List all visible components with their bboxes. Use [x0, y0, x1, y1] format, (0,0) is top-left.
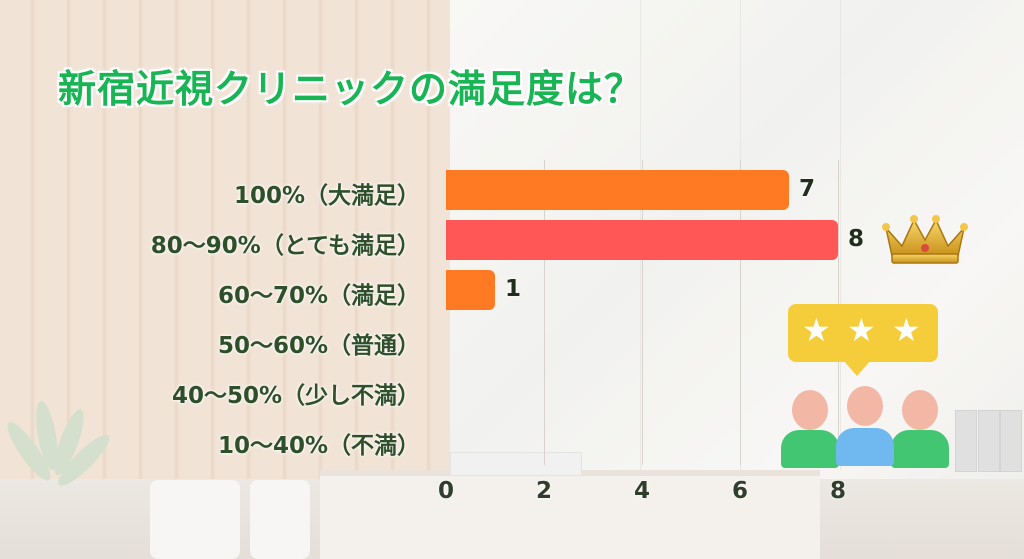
x-tick-label: 4: [633, 478, 650, 504]
waiting-chair: [150, 480, 240, 559]
bar: [446, 170, 789, 210]
x-tick-label: 0: [437, 478, 454, 504]
x-tick-label: 6: [731, 478, 748, 504]
gridline: [740, 160, 741, 465]
bar-value-label: 7: [799, 176, 816, 202]
bar-value-label: 8: [848, 226, 865, 252]
bar-value-label: 1: [505, 276, 522, 302]
star-icon: ★: [892, 311, 921, 349]
rating-bubble: [788, 304, 938, 362]
gridline: [642, 160, 643, 465]
bar: [446, 270, 495, 310]
page-title: 新宿近視クリニックの満足度は？: [58, 67, 644, 111]
three-star-review-icon: ★ ★ ★: [778, 300, 949, 475]
x-tick-label: 8: [829, 478, 846, 504]
x-tick-label: 2: [535, 478, 552, 504]
gridline: [544, 160, 545, 465]
bar: [446, 220, 838, 260]
waiting-chair: [250, 480, 310, 559]
monitor: [450, 452, 582, 476]
category-label: 40〜50%（少し不満）: [171, 383, 420, 409]
category-label: 100%（大満足）: [233, 183, 420, 209]
star-icon: ★: [802, 311, 831, 349]
category-label: 50〜60%（普通）: [217, 333, 420, 359]
category-label: 80〜90%（とても満足）: [150, 233, 420, 259]
category-label: 10〜40%（不満）: [217, 433, 420, 459]
category-label: 60〜70%（満足）: [217, 283, 420, 309]
crown-icon: [882, 215, 968, 264]
star-icon: ★: [847, 311, 876, 349]
